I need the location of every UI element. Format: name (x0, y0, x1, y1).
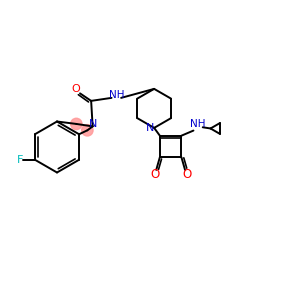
Circle shape (82, 124, 93, 136)
Text: NH: NH (109, 90, 124, 100)
Text: N: N (89, 119, 98, 129)
Text: O: O (150, 168, 159, 181)
Text: O: O (72, 84, 80, 94)
Text: O: O (182, 168, 191, 181)
Text: N: N (146, 124, 155, 134)
Text: NH: NH (190, 119, 206, 129)
Text: F: F (17, 155, 23, 165)
Circle shape (70, 118, 82, 130)
